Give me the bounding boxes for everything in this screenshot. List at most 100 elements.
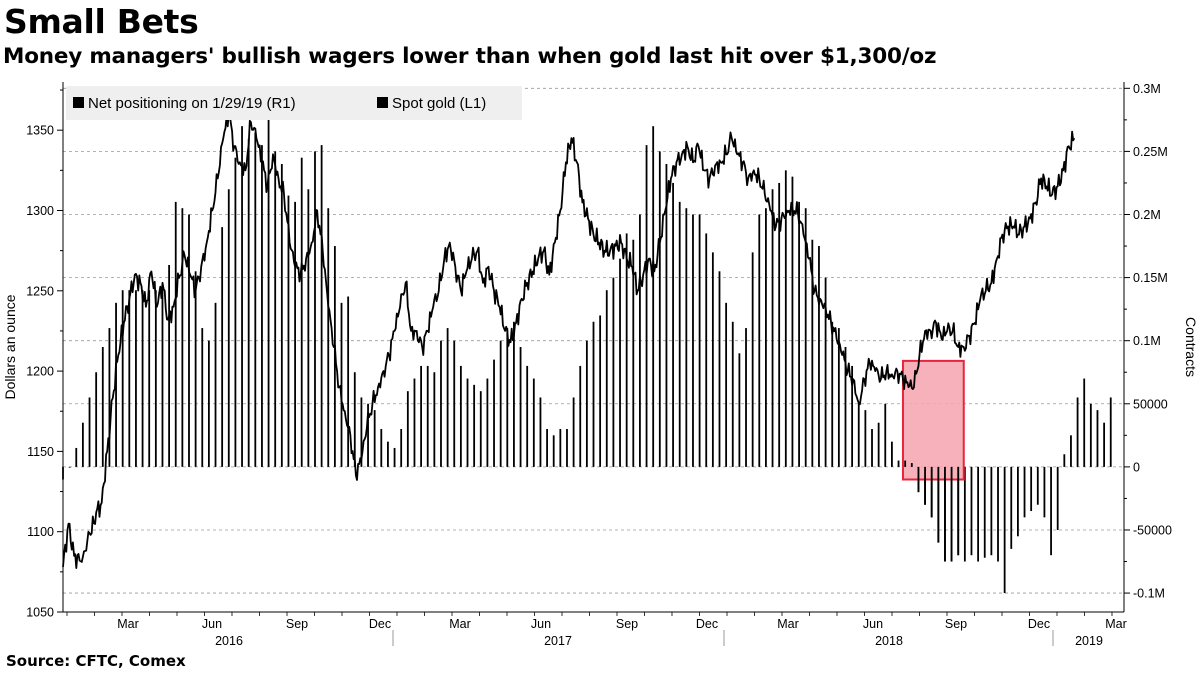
net-positioning-bar: [990, 466, 993, 556]
net-positioning-bar: [221, 227, 224, 467]
month-label: Sep: [616, 617, 638, 631]
net-positioning-bar: [572, 397, 575, 467]
net-positioning-bar: [115, 302, 117, 467]
net-positioning-bar: [1023, 466, 1026, 518]
net-positioning-bar: [174, 201, 177, 467]
net-positioning-bar: [95, 372, 98, 467]
net-positioning-bar: [426, 365, 429, 467]
net-positioning-bar: [532, 378, 535, 467]
net-positioning-bar: [234, 157, 237, 467]
net-positioning-bar: [983, 466, 986, 558]
net-positioning-bar: [148, 290, 151, 467]
net-positioning-bar: [453, 340, 456, 467]
net-positioning-bar: [619, 258, 621, 467]
net-positioning-bar: [592, 321, 595, 467]
net-positioning-bar: [765, 208, 767, 467]
net-positioning-bar: [844, 347, 847, 467]
net-positioning-bar: [406, 391, 409, 467]
net-positioning-bar: [1003, 466, 1006, 594]
net-positioning-bar: [625, 233, 628, 467]
net-positioning-bar: [108, 328, 111, 467]
net-positioning-bar: [1056, 466, 1059, 530]
net-positioning-bar: [367, 403, 369, 467]
net-positioning-bar: [1083, 378, 1086, 467]
month-label: Dec: [696, 617, 718, 631]
net-positioning-bar: [353, 372, 356, 467]
year-label: 2016: [215, 634, 243, 648]
net-positioning-bar: [287, 195, 290, 467]
left-axis-tick-label: 1250: [26, 284, 54, 298]
net-positioning-bars: [62, 113, 1112, 594]
net-positioning-bar: [771, 189, 774, 467]
net-positioning-bar: [910, 463, 913, 467]
spot-gold-line-path: [62, 113, 1076, 569]
year-label: 2017: [544, 634, 572, 648]
net-positioning-bar: [831, 321, 834, 467]
net-positioning-bar: [897, 460, 900, 467]
net-positioning-bar: [440, 340, 442, 467]
net-positioning-bar: [413, 378, 416, 467]
net-positioning-bar: [957, 466, 960, 556]
right-axis-label: Contracts: [1183, 317, 1199, 377]
month-label: Jun: [202, 617, 222, 631]
net-positioning-bar: [320, 145, 323, 467]
left-axis-tick-label: 1100: [27, 525, 54, 539]
net-positioning-bar: [798, 201, 800, 467]
net-positioning-bar: [1036, 466, 1039, 505]
net-positioning-bar: [539, 397, 542, 467]
net-positioning-bar: [433, 372, 436, 467]
net-positioning-bar: [327, 208, 330, 467]
net-positioning-bar: [605, 290, 608, 467]
net-positioning-bar: [241, 126, 243, 467]
year-label: 2018: [875, 634, 903, 648]
year-label: 2019: [1075, 634, 1103, 648]
net-positioning-bar: [247, 138, 250, 467]
net-positioning-bar: [639, 214, 641, 467]
net-positioning-bar: [579, 365, 582, 467]
net-positioning-bar: [141, 290, 144, 467]
net-positioning-bar: [393, 447, 396, 467]
net-positioning-bar: [1103, 422, 1106, 467]
legend: Net positioning on 1/29/19 (R1) Spot gold…: [66, 86, 522, 120]
net-positioning-bar: [214, 302, 217, 467]
net-positioning-bar: [917, 466, 920, 493]
net-positioning-bar: [466, 378, 469, 467]
right-axis-tick-label: 50000: [1133, 397, 1168, 411]
net-positioning-bar: [314, 151, 316, 467]
net-positioning-bar: [824, 277, 827, 467]
net-positioning-bar: [705, 233, 708, 467]
chart-subtitle: Money managers' bullish wagers lower tha…: [3, 44, 937, 69]
net-positioning-bar: [645, 145, 648, 467]
net-positioning-bar: [360, 397, 363, 467]
left-axis-tick-label: 1300: [26, 204, 54, 218]
net-positioning-bar: [599, 315, 602, 467]
left-axis-tick-label: 1200: [26, 365, 54, 379]
month-label: Mar: [1105, 617, 1127, 631]
net-positioning-bar: [188, 214, 190, 467]
net-positioning-bar: [1050, 466, 1052, 556]
net-positioning-bar: [1010, 466, 1013, 549]
net-positioning-bar: [513, 321, 515, 467]
net-positioning-bar: [154, 290, 157, 467]
net-positioning-bar: [1017, 466, 1019, 537]
month-label: Dec: [369, 617, 391, 631]
month-label: Jun: [863, 617, 883, 631]
right-axis-tick-label: -0.1M: [1133, 587, 1165, 601]
net-positioning-bar: [970, 466, 973, 556]
left-axis-tick-label: 1150: [27, 445, 54, 459]
net-positioning-bar: [128, 290, 131, 467]
net-positioning-bar: [963, 466, 966, 562]
net-positioning-bar: [1063, 454, 1066, 467]
net-positioning-bar: [711, 252, 714, 467]
net-positioning-bar: [731, 321, 734, 467]
net-positioning-bar: [804, 208, 807, 467]
net-positioning-bar: [1109, 397, 1112, 467]
left-axis-label: Dollars an ounce: [2, 294, 18, 399]
net-positioning-bar: [420, 365, 422, 467]
net-positioning-bar: [526, 365, 529, 467]
net-positioning-bar: [486, 378, 489, 467]
legend-swatch-net-positioning: [73, 97, 84, 108]
left-axis-tick-label: 1050: [26, 606, 54, 620]
net-positioning-bar: [254, 132, 257, 467]
net-positioning-bar: [904, 460, 907, 467]
